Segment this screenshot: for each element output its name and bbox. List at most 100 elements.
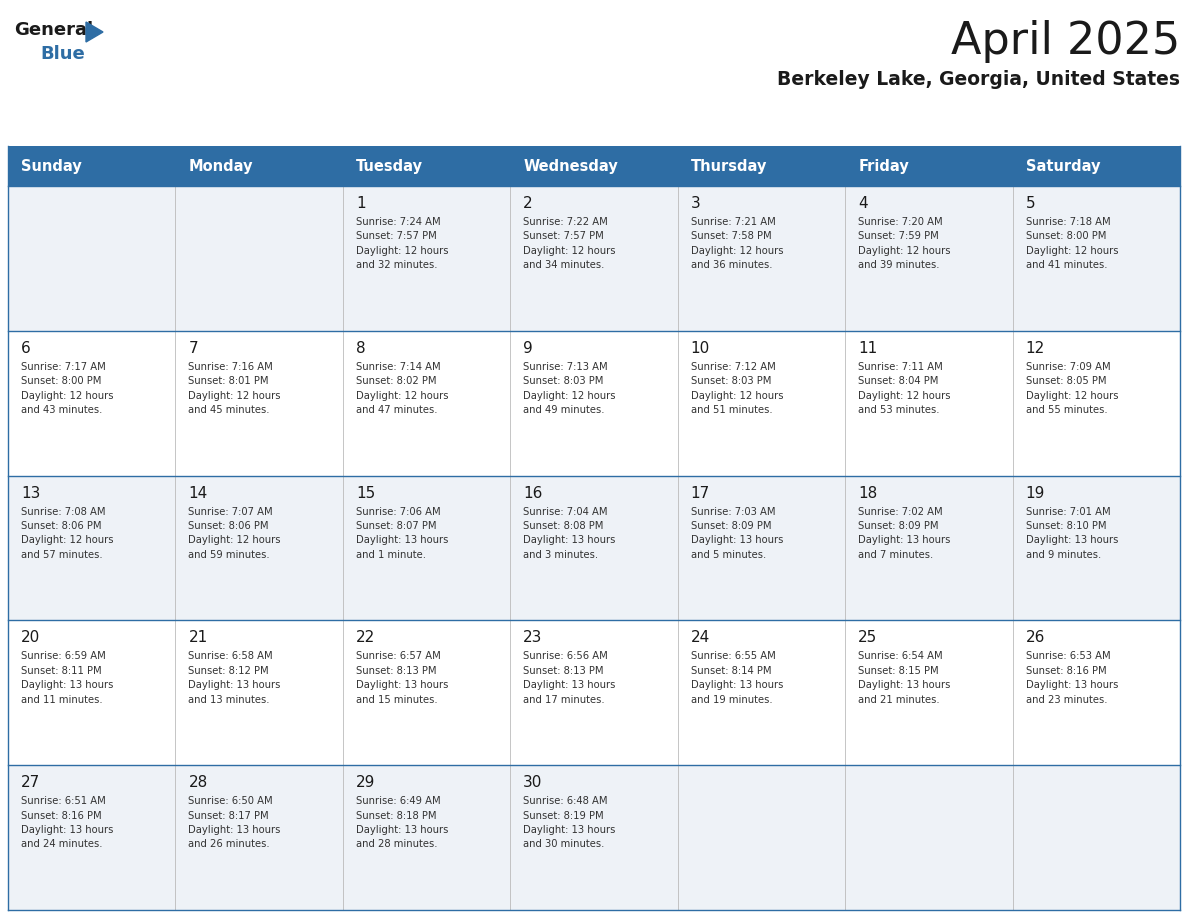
- Text: 20: 20: [21, 631, 40, 645]
- Text: 17: 17: [690, 486, 710, 500]
- Text: Thursday: Thursday: [690, 159, 767, 174]
- Bar: [511, 621, 677, 766]
- Bar: [343, 766, 511, 910]
- Bar: [511, 476, 677, 621]
- Bar: [176, 621, 343, 766]
- Bar: [845, 186, 1012, 330]
- Text: Tuesday: Tuesday: [356, 159, 423, 174]
- Text: Sunrise: 6:59 AM
Sunset: 8:11 PM
Daylight: 13 hours
and 11 minutes.: Sunrise: 6:59 AM Sunset: 8:11 PM Dayligh…: [21, 652, 113, 705]
- Text: 13: 13: [21, 486, 40, 500]
- Text: 11: 11: [858, 341, 878, 356]
- Text: Sunrise: 7:02 AM
Sunset: 8:09 PM
Daylight: 13 hours
and 7 minutes.: Sunrise: 7:02 AM Sunset: 8:09 PM Dayligh…: [858, 507, 950, 560]
- Bar: [1012, 186, 1180, 330]
- Text: Sunrise: 7:11 AM
Sunset: 8:04 PM
Daylight: 12 hours
and 53 minutes.: Sunrise: 7:11 AM Sunset: 8:04 PM Dayligh…: [858, 362, 950, 415]
- Text: Wednesday: Wednesday: [523, 159, 618, 174]
- Text: 23: 23: [523, 631, 543, 645]
- Bar: [677, 330, 845, 476]
- Text: 5: 5: [1025, 196, 1035, 211]
- Text: Sunrise: 6:57 AM
Sunset: 8:13 PM
Daylight: 13 hours
and 15 minutes.: Sunrise: 6:57 AM Sunset: 8:13 PM Dayligh…: [356, 652, 448, 705]
- Bar: [343, 146, 511, 186]
- Bar: [511, 146, 677, 186]
- Text: General: General: [14, 21, 93, 39]
- Text: 19: 19: [1025, 486, 1045, 500]
- Text: Sunrise: 6:50 AM
Sunset: 8:17 PM
Daylight: 13 hours
and 26 minutes.: Sunrise: 6:50 AM Sunset: 8:17 PM Dayligh…: [189, 796, 280, 849]
- Text: 18: 18: [858, 486, 878, 500]
- Text: 30: 30: [523, 775, 543, 790]
- Text: Sunrise: 7:22 AM
Sunset: 7:57 PM
Daylight: 12 hours
and 34 minutes.: Sunrise: 7:22 AM Sunset: 7:57 PM Dayligh…: [523, 217, 615, 270]
- Text: 21: 21: [189, 631, 208, 645]
- Text: Sunrise: 7:18 AM
Sunset: 8:00 PM
Daylight: 12 hours
and 41 minutes.: Sunrise: 7:18 AM Sunset: 8:00 PM Dayligh…: [1025, 217, 1118, 270]
- Bar: [511, 766, 677, 910]
- Bar: [176, 476, 343, 621]
- Text: 2: 2: [523, 196, 533, 211]
- Bar: [8, 766, 176, 910]
- Text: Monday: Monday: [189, 159, 253, 174]
- Bar: [677, 146, 845, 186]
- Text: Sunrise: 7:06 AM
Sunset: 8:07 PM
Daylight: 13 hours
and 1 minute.: Sunrise: 7:06 AM Sunset: 8:07 PM Dayligh…: [356, 507, 448, 560]
- Bar: [677, 766, 845, 910]
- Bar: [845, 476, 1012, 621]
- Bar: [176, 146, 343, 186]
- Text: 9: 9: [523, 341, 533, 356]
- Text: Saturday: Saturday: [1025, 159, 1100, 174]
- Polygon shape: [86, 22, 103, 42]
- Text: 24: 24: [690, 631, 710, 645]
- Text: Sunrise: 7:04 AM
Sunset: 8:08 PM
Daylight: 13 hours
and 3 minutes.: Sunrise: 7:04 AM Sunset: 8:08 PM Dayligh…: [523, 507, 615, 560]
- Text: April 2025: April 2025: [950, 20, 1180, 63]
- Text: 26: 26: [1025, 631, 1045, 645]
- Bar: [845, 330, 1012, 476]
- Text: 4: 4: [858, 196, 867, 211]
- Bar: [677, 476, 845, 621]
- Bar: [8, 476, 176, 621]
- Text: 10: 10: [690, 341, 710, 356]
- Text: Sunrise: 6:48 AM
Sunset: 8:19 PM
Daylight: 13 hours
and 30 minutes.: Sunrise: 6:48 AM Sunset: 8:19 PM Dayligh…: [523, 796, 615, 849]
- Text: Sunrise: 7:12 AM
Sunset: 8:03 PM
Daylight: 12 hours
and 51 minutes.: Sunrise: 7:12 AM Sunset: 8:03 PM Dayligh…: [690, 362, 783, 415]
- Text: 16: 16: [523, 486, 543, 500]
- Text: Sunrise: 7:08 AM
Sunset: 8:06 PM
Daylight: 12 hours
and 57 minutes.: Sunrise: 7:08 AM Sunset: 8:06 PM Dayligh…: [21, 507, 114, 560]
- Text: Sunrise: 7:01 AM
Sunset: 8:10 PM
Daylight: 13 hours
and 9 minutes.: Sunrise: 7:01 AM Sunset: 8:10 PM Dayligh…: [1025, 507, 1118, 560]
- Text: Sunrise: 6:53 AM
Sunset: 8:16 PM
Daylight: 13 hours
and 23 minutes.: Sunrise: 6:53 AM Sunset: 8:16 PM Dayligh…: [1025, 652, 1118, 705]
- Text: 25: 25: [858, 631, 878, 645]
- Bar: [845, 621, 1012, 766]
- Text: Sunrise: 6:49 AM
Sunset: 8:18 PM
Daylight: 13 hours
and 28 minutes.: Sunrise: 6:49 AM Sunset: 8:18 PM Dayligh…: [356, 796, 448, 849]
- Text: Sunrise: 7:14 AM
Sunset: 8:02 PM
Daylight: 12 hours
and 47 minutes.: Sunrise: 7:14 AM Sunset: 8:02 PM Dayligh…: [356, 362, 448, 415]
- Bar: [176, 186, 343, 330]
- Text: Blue: Blue: [40, 45, 84, 63]
- Text: 22: 22: [356, 631, 375, 645]
- Bar: [845, 766, 1012, 910]
- Text: 14: 14: [189, 486, 208, 500]
- Bar: [845, 146, 1012, 186]
- Bar: [8, 621, 176, 766]
- Bar: [343, 186, 511, 330]
- Bar: [511, 186, 677, 330]
- Text: 8: 8: [356, 341, 366, 356]
- Bar: [176, 330, 343, 476]
- Text: 28: 28: [189, 775, 208, 790]
- Bar: [511, 330, 677, 476]
- Text: Sunrise: 7:24 AM
Sunset: 7:57 PM
Daylight: 12 hours
and 32 minutes.: Sunrise: 7:24 AM Sunset: 7:57 PM Dayligh…: [356, 217, 448, 270]
- Text: Sunrise: 6:58 AM
Sunset: 8:12 PM
Daylight: 13 hours
and 13 minutes.: Sunrise: 6:58 AM Sunset: 8:12 PM Dayligh…: [189, 652, 280, 705]
- Text: Berkeley Lake, Georgia, United States: Berkeley Lake, Georgia, United States: [777, 70, 1180, 89]
- Text: Sunday: Sunday: [21, 159, 82, 174]
- Bar: [1012, 621, 1180, 766]
- Text: Sunrise: 7:17 AM
Sunset: 8:00 PM
Daylight: 12 hours
and 43 minutes.: Sunrise: 7:17 AM Sunset: 8:00 PM Dayligh…: [21, 362, 114, 415]
- Text: 15: 15: [356, 486, 375, 500]
- Bar: [1012, 146, 1180, 186]
- Text: 1: 1: [356, 196, 366, 211]
- Bar: [1012, 476, 1180, 621]
- Bar: [343, 330, 511, 476]
- Text: 7: 7: [189, 341, 198, 356]
- Text: 12: 12: [1025, 341, 1044, 356]
- Bar: [343, 621, 511, 766]
- Text: Sunrise: 6:55 AM
Sunset: 8:14 PM
Daylight: 13 hours
and 19 minutes.: Sunrise: 6:55 AM Sunset: 8:14 PM Dayligh…: [690, 652, 783, 705]
- Text: 6: 6: [21, 341, 31, 356]
- Text: Sunrise: 7:13 AM
Sunset: 8:03 PM
Daylight: 12 hours
and 49 minutes.: Sunrise: 7:13 AM Sunset: 8:03 PM Dayligh…: [523, 362, 615, 415]
- Text: 29: 29: [356, 775, 375, 790]
- Bar: [1012, 766, 1180, 910]
- Text: Sunrise: 6:54 AM
Sunset: 8:15 PM
Daylight: 13 hours
and 21 minutes.: Sunrise: 6:54 AM Sunset: 8:15 PM Dayligh…: [858, 652, 950, 705]
- Text: Sunrise: 7:07 AM
Sunset: 8:06 PM
Daylight: 12 hours
and 59 minutes.: Sunrise: 7:07 AM Sunset: 8:06 PM Dayligh…: [189, 507, 280, 560]
- Text: 3: 3: [690, 196, 701, 211]
- Bar: [677, 186, 845, 330]
- Bar: [1012, 330, 1180, 476]
- Text: Sunrise: 6:56 AM
Sunset: 8:13 PM
Daylight: 13 hours
and 17 minutes.: Sunrise: 6:56 AM Sunset: 8:13 PM Dayligh…: [523, 652, 615, 705]
